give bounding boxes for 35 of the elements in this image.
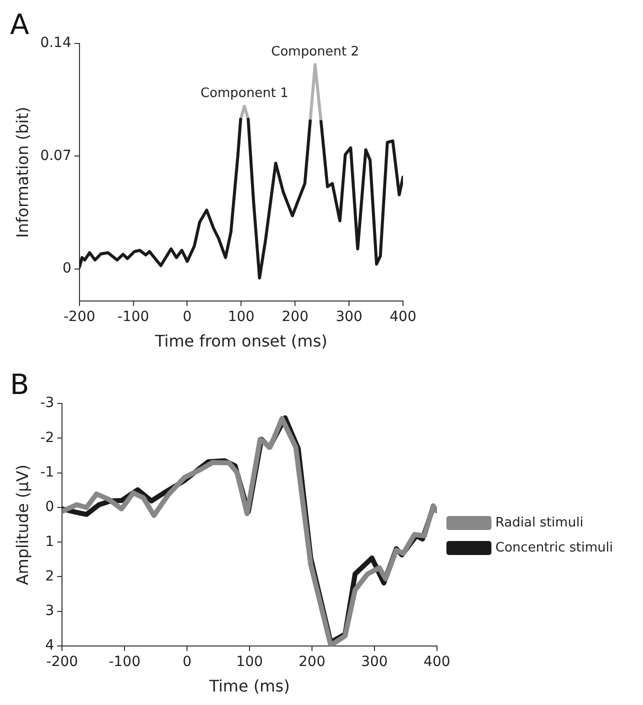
x-tick-label: -200	[63, 309, 96, 326]
x-tick-label: 100	[236, 654, 263, 670]
x-axis-title: Time from onset (ms)	[154, 332, 328, 351]
x-tick-label: 200	[298, 654, 326, 670]
y-axis-title: Amplitude (μV)	[12, 464, 32, 586]
y-tick-label: 1	[45, 534, 54, 550]
y-tick-label: 3	[45, 603, 54, 620]
x-tick-label: 200	[282, 309, 308, 326]
chart-title: A	[10, 8, 30, 42]
y-axis-title: Information (bit)	[12, 106, 32, 238]
x-tick-label: -100	[117, 309, 150, 326]
y-tick-label: -3	[40, 395, 54, 412]
x-tick-label: 0	[182, 654, 192, 670]
x-tick-label: 300	[361, 654, 388, 670]
legend-label: Concentric stimuli	[495, 540, 614, 556]
x-tick-label: -100	[108, 654, 141, 670]
x-tick-label: 400	[424, 654, 450, 670]
y-tick-label: 0	[62, 260, 72, 276]
annotation: Component 2	[271, 44, 360, 60]
chart-title: B	[10, 368, 30, 402]
x-tick-label: -200	[46, 654, 78, 670]
y-tick-label: -2	[40, 430, 54, 446]
y-tick-label: 0	[45, 499, 54, 516]
y-tick-label: 2	[45, 568, 54, 584]
y-tick-label: 0.14	[40, 35, 72, 52]
annotation: Component 1	[200, 86, 288, 102]
y-tick-label: 0.07	[40, 148, 72, 164]
y-tick-label: 4	[45, 638, 54, 654]
legend-label: Radial stimuli	[495, 515, 584, 530]
x-tick-label: 400	[390, 309, 416, 326]
x-axis-title: Time (ms)	[208, 676, 290, 696]
x-tick-label: 100	[228, 309, 255, 326]
y-tick-label: -1	[40, 464, 54, 480]
x-tick-label: 300	[336, 309, 362, 326]
x-tick-label: 0	[182, 309, 192, 326]
